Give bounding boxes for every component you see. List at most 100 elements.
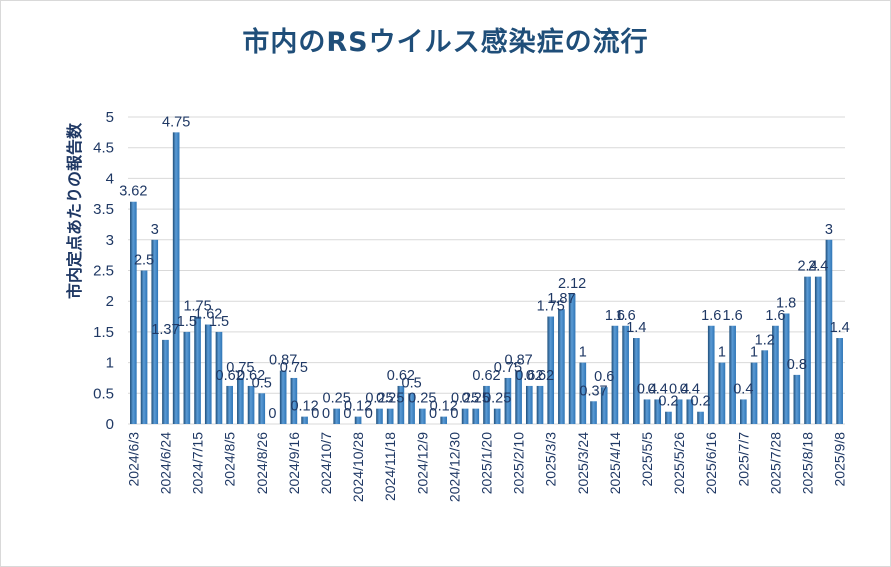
data-label: 0.12 — [430, 399, 458, 415]
data-label: 0 — [311, 406, 319, 422]
bar — [547, 316, 555, 424]
data-label: 2.5 — [134, 253, 154, 269]
bar — [600, 387, 608, 424]
x-tick-label: 2025/3/3 — [543, 432, 559, 487]
bar — [376, 408, 383, 424]
data-label: 1.4 — [830, 320, 850, 336]
x-tick-label: 2025/7/7 — [735, 432, 751, 487]
bar — [504, 377, 512, 424]
bar — [162, 339, 169, 424]
bar — [750, 362, 758, 424]
data-label: 0.8 — [787, 357, 807, 373]
bar — [172, 132, 180, 424]
bar — [408, 393, 415, 424]
data-label: 0 — [322, 406, 330, 422]
bar — [665, 411, 672, 424]
bar — [579, 362, 587, 424]
x-tick-label: 2025/5/26 — [671, 432, 687, 494]
x-tick-label: 2024/10/7 — [318, 432, 334, 494]
bar — [440, 416, 448, 424]
bar — [782, 313, 790, 424]
data-label: 3.62 — [119, 184, 147, 200]
x-tick-label: 2025/1/20 — [479, 432, 495, 494]
data-label: 1.75 — [537, 299, 565, 315]
data-label: 1.75 — [183, 299, 211, 315]
chart-title: 市内のRSウイルス感染症の流行 — [242, 27, 649, 58]
data-label: 0 — [365, 406, 373, 422]
bar — [194, 316, 201, 424]
data-label: 1.4 — [626, 320, 646, 336]
data-label: 0.75 — [226, 360, 254, 376]
data-label: 1 — [718, 345, 726, 361]
x-tick-label: 2024/12/30 — [446, 432, 462, 502]
y-tick-label: 4 — [106, 170, 114, 187]
x-tick-label: 2024/6/3 — [125, 432, 141, 487]
bar — [633, 338, 640, 424]
y-tick-label: 3 — [106, 232, 114, 249]
data-label: 0.62 — [387, 368, 415, 384]
data-label: 1 — [750, 345, 758, 361]
x-tick-label: 2025/2/10 — [511, 432, 527, 494]
x-tick-label: 2024/12/9 — [414, 432, 430, 494]
data-label: 0 — [429, 406, 437, 422]
bar — [258, 393, 266, 424]
y-tick-label: 0.5 — [93, 385, 114, 402]
bar — [825, 239, 833, 424]
bar — [525, 385, 533, 424]
data-label: 0.4 — [680, 381, 700, 397]
bar — [483, 385, 490, 424]
data-label: 0.25 — [462, 391, 490, 407]
data-label: 0.2 — [690, 394, 710, 410]
data-label: 0.62 — [526, 368, 554, 384]
data-label: 0.75 — [494, 360, 522, 376]
data-label: 1.6 — [723, 308, 743, 324]
data-label: 3 — [825, 222, 833, 238]
x-tick-label: 2024/11/18 — [382, 432, 398, 501]
x-tick-label: 2025/5/5 — [639, 432, 655, 487]
bar — [215, 331, 223, 424]
bar — [397, 385, 405, 424]
data-label: 1.6 — [701, 308, 721, 324]
bar — [472, 408, 480, 424]
data-label: 0.87 — [504, 353, 532, 369]
bar — [804, 276, 811, 424]
data-label: 1.62 — [194, 307, 222, 323]
bar — [718, 362, 726, 424]
data-label: 1.6 — [616, 308, 636, 324]
bar — [686, 399, 694, 424]
data-label: 2.12 — [558, 276, 586, 292]
bars — [130, 132, 843, 424]
data-label: 1.6 — [765, 308, 785, 324]
data-label: 0.62 — [515, 368, 543, 384]
x-tick-label: 2025/4/14 — [607, 432, 623, 494]
data-label: 0.25 — [323, 391, 351, 407]
y-tick-label: 3.5 — [93, 201, 114, 218]
bar — [226, 385, 233, 424]
bar — [354, 416, 362, 424]
y-axis-ticks: 0 0.5 1 1.5 2 2.5 3 3.5 4 4.5 5 — [93, 109, 114, 433]
bar — [772, 325, 779, 424]
bar — [707, 325, 715, 424]
data-label: 0.62 — [472, 368, 500, 384]
data-label: 0.12 — [344, 399, 372, 415]
x-tick-label: 2024/7/15 — [190, 432, 206, 494]
bar — [237, 377, 244, 424]
bar — [793, 374, 801, 424]
y-axis-title: 市内定点あたりの報告数 — [65, 122, 84, 299]
data-label: 0.4 — [637, 381, 657, 397]
data-label: 0.37 — [579, 383, 607, 399]
bar — [279, 370, 287, 424]
data-label: 0.6 — [594, 369, 614, 385]
bar — [740, 399, 747, 424]
x-tick-label: 2024/8/26 — [254, 432, 270, 494]
y-tick-label: 5 — [106, 109, 114, 126]
data-label: 4.75 — [162, 114, 190, 130]
x-axis-ticks: 2024/6/3 2024/6/24 2024/7/15 2024/8/5 2024/8… — [125, 432, 847, 502]
data-label: 1.5 — [177, 314, 197, 330]
bar — [697, 411, 704, 424]
bar — [836, 338, 843, 424]
data-label: 2.4 — [797, 259, 817, 275]
x-tick-label: 2024/9/16 — [286, 432, 302, 494]
bar — [290, 377, 298, 424]
